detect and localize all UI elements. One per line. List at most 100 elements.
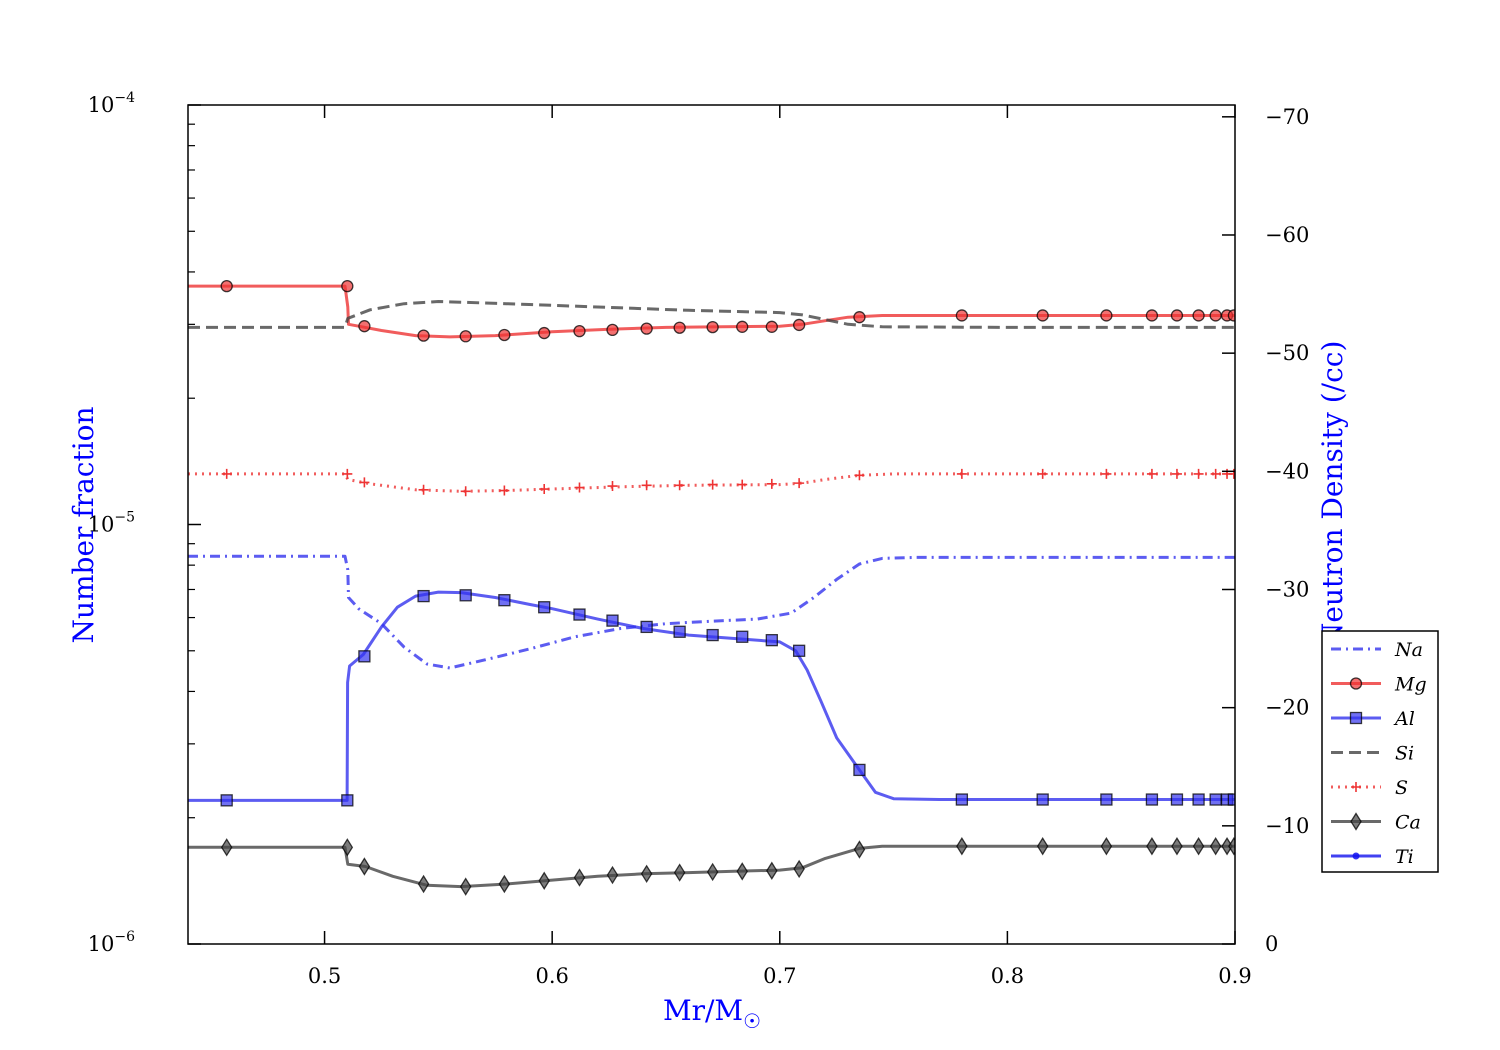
series-marker-s (221, 468, 232, 479)
series-marker-ca (1100, 837, 1113, 856)
series-marker-s (499, 485, 510, 496)
series-marker-ca (573, 868, 586, 887)
series-marker-mg (853, 311, 866, 324)
series-marker-ca (736, 862, 748, 881)
series-marker-s (737, 479, 748, 490)
legend-label-ca: Ca (1395, 812, 1421, 834)
series-marker-al (1209, 793, 1222, 806)
y-tick-base: 10 (88, 513, 115, 537)
series-marker-mg (498, 328, 511, 342)
y-tick-exp: −5 (114, 510, 135, 526)
series-marker-ca (417, 874, 430, 894)
series-marker-ca (766, 861, 778, 880)
series-marker-mg (459, 330, 472, 343)
x-axis-title: Mr/M☉ (663, 994, 761, 1033)
series-marker-s (854, 470, 865, 481)
series-line-s (188, 472, 1235, 493)
series-marker-al (358, 650, 371, 663)
series-marker-ca (956, 837, 968, 856)
x-tick-label: 0.5 (308, 964, 341, 988)
legend-marker-s (1351, 782, 1361, 792)
series-marker-ca (1192, 837, 1205, 856)
series-marker-s (539, 484, 550, 495)
legend-label-si: Si (1395, 743, 1414, 765)
legend-label-al: Al (1393, 708, 1415, 730)
y2-tick-label: −20 (1265, 696, 1309, 720)
series-marker-s (359, 477, 370, 488)
y-tick-exp: −4 (114, 90, 135, 106)
legend-label-na: Na (1394, 639, 1423, 661)
x-tick-label: 0.9 (1218, 964, 1251, 988)
series-marker-al (1170, 793, 1184, 806)
series-marker-mg (1100, 309, 1113, 322)
series-marker-mg (955, 309, 969, 322)
series-marker-s (460, 486, 471, 497)
series-marker-ca (498, 874, 511, 894)
series-marker-s (1171, 468, 1182, 479)
series-marker-al (792, 644, 806, 657)
series-marker-al (673, 625, 686, 638)
series-marker-s (707, 479, 718, 490)
series-marker-al (1036, 793, 1049, 806)
y-tick-label: 10−4 (88, 90, 135, 117)
series-layer (188, 279, 1235, 896)
series-marker-al (765, 634, 778, 647)
series-marker-al (606, 614, 619, 627)
series-marker-s (574, 482, 585, 493)
series-marker-mg (538, 326, 551, 340)
series-marker-mg (765, 320, 778, 333)
series-line-si (188, 300, 1235, 329)
series-marker-mg (1192, 309, 1205, 322)
x-axis-title-sub: ☉ (743, 1009, 761, 1033)
legend-label-mg: Mg (1394, 674, 1427, 696)
series-marker-mg (792, 318, 806, 332)
series-marker-al (573, 608, 586, 621)
series-marker-s (342, 468, 353, 479)
series-marker-s (641, 480, 652, 491)
series-marker-s (1146, 468, 1157, 479)
y-tick-label: 10−6 (88, 929, 135, 956)
series-marker-al (1192, 793, 1205, 806)
series-marker-ca (1036, 837, 1049, 856)
series-marker-s (794, 478, 805, 489)
series-marker-s (674, 480, 685, 491)
series-marker-al (1100, 793, 1113, 806)
series-marker-mg (1170, 309, 1184, 322)
series-marker-al (706, 628, 719, 642)
series-marker-ca (853, 840, 866, 859)
legend-marker-mg (1349, 677, 1363, 690)
y2-tick-label: −40 (1265, 459, 1309, 483)
series-marker-al (498, 594, 511, 607)
y2-tick-label: −10 (1265, 814, 1309, 838)
series-marker-ca (538, 871, 550, 890)
series-marker-ca (793, 859, 805, 879)
x-tick-label: 0.8 (991, 964, 1024, 988)
series-line-na (188, 554, 1235, 670)
series-marker-mg (1209, 309, 1222, 322)
series-marker-ca (1171, 837, 1183, 856)
plot-frame (187, 104, 1236, 945)
y2-tick-label: −30 (1265, 577, 1309, 601)
y-tick-exp: −6 (114, 929, 135, 945)
y-axis-title: Number fraction (67, 406, 100, 643)
series-marker-s (418, 484, 429, 495)
series-marker-mg (417, 329, 430, 342)
series-marker-al (1227, 793, 1235, 806)
x-tick-label: 0.6 (535, 964, 568, 988)
legend-marker-ca (1350, 812, 1362, 831)
series-marker-al (853, 763, 866, 777)
x-tick-label: 0.7 (763, 964, 796, 988)
y-tick-base: 10 (88, 93, 115, 117)
series-marker-mg (1227, 309, 1235, 322)
series-marker-ca (1228, 837, 1235, 856)
series-marker-s (1193, 468, 1204, 479)
series-marker-mg (606, 323, 619, 337)
series-marker-ca (640, 864, 653, 884)
series-marker-al (341, 794, 354, 807)
series-marker-mg (358, 320, 371, 333)
y2-tick-label: 0 (1265, 932, 1278, 956)
series-marker-al (459, 589, 472, 602)
series-marker-al (955, 793, 969, 806)
series-marker-ca (341, 838, 354, 857)
